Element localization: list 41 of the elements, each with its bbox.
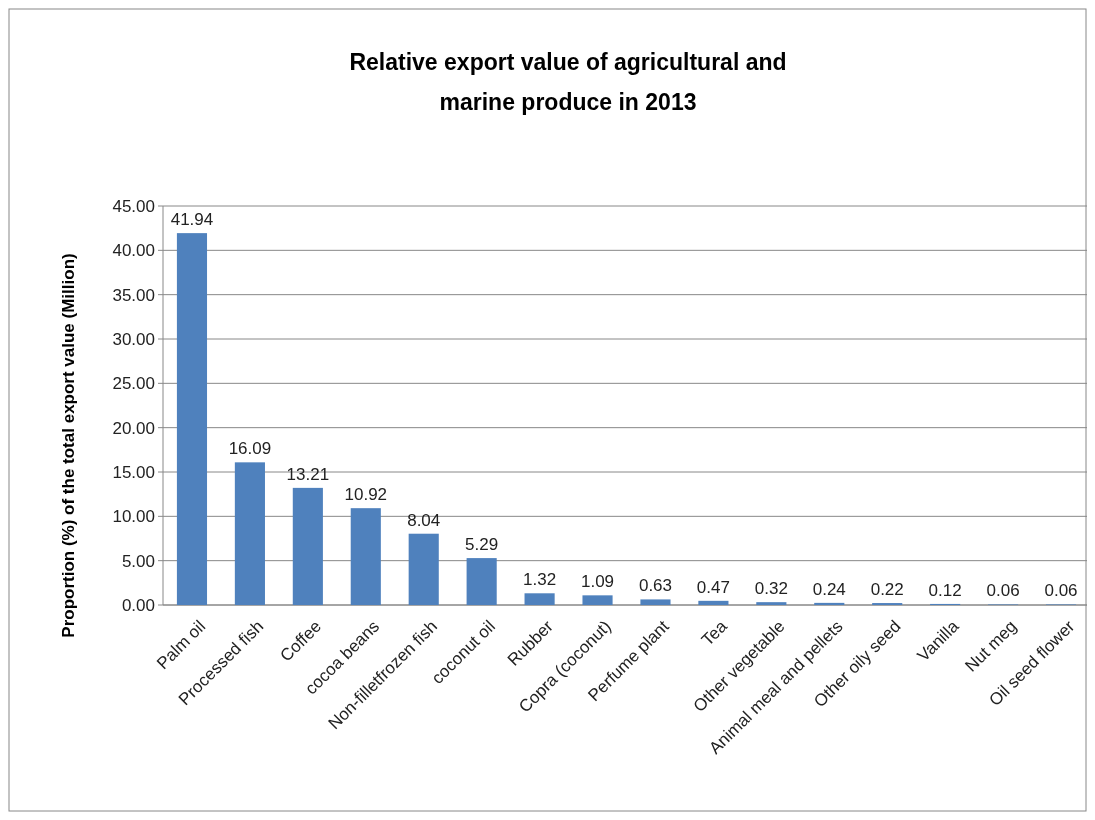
bar [466, 558, 497, 605]
bar [350, 508, 381, 605]
bar [234, 462, 265, 605]
y-tick-label: 0.00 [121, 595, 155, 615]
data-label: 8.04 [407, 510, 441, 530]
y-tick-label: 5.00 [121, 551, 155, 571]
data-label: 0.24 [812, 579, 846, 599]
data-label: 1.32 [523, 570, 557, 590]
data-label: 13.21 [286, 464, 330, 484]
y-tick-label: 15.00 [112, 462, 155, 482]
y-tick-label: 30.00 [112, 329, 155, 349]
bar [582, 595, 613, 605]
y-tick-label: 45.00 [112, 196, 155, 216]
y-tick-label: 20.00 [112, 418, 155, 438]
data-label: 0.47 [696, 577, 730, 597]
data-label: 41.94 [170, 210, 214, 230]
data-label: 0.06 [1044, 581, 1078, 601]
bar [176, 233, 208, 605]
data-label: 0.32 [754, 579, 788, 599]
x-tick-label: Tea [697, 616, 732, 650]
bar [408, 533, 439, 605]
data-label: 0.63 [638, 576, 673, 596]
data-label: 1.09 [580, 572, 615, 592]
bar [524, 593, 555, 605]
y-tick-label: 10.00 [112, 507, 155, 527]
data-label: 16.09 [228, 439, 272, 459]
bar [640, 599, 671, 605]
chart-title: Relative export value of agricultural and marine produce in 2013 [349, 49, 787, 115]
y-axis-title: Proportion (%) of the total export value (Million) [59, 253, 78, 638]
data-label: 5.29 [465, 535, 499, 555]
bar [814, 602, 845, 605]
bar [292, 487, 323, 605]
y-tick-label: 35.00 [112, 285, 155, 305]
bar [698, 600, 729, 605]
data-label: 10.92 [344, 485, 388, 505]
y-tick-label: 25.00 [112, 374, 155, 394]
data-label: 0.06 [986, 581, 1020, 601]
y-tick-label: 40.00 [112, 241, 155, 261]
data-label: 0.22 [870, 580, 904, 600]
bar [756, 602, 787, 605]
data-label: 0.12 [928, 580, 962, 600]
